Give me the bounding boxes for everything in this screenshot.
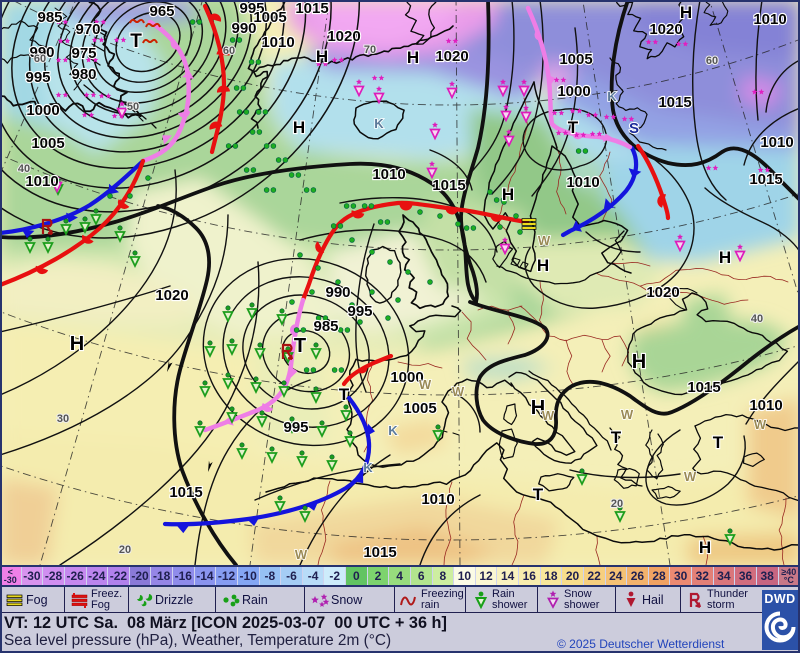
svg-text:K: K — [607, 89, 617, 104]
svg-text:W: W — [295, 547, 308, 562]
svg-text:H: H — [680, 3, 692, 22]
svg-text:1020: 1020 — [155, 287, 188, 304]
svg-text:S: S — [629, 120, 639, 137]
svg-text:980: 980 — [71, 66, 96, 83]
svg-text:1005: 1005 — [559, 51, 592, 68]
svg-text:K: K — [374, 116, 384, 131]
svg-text:1015: 1015 — [749, 171, 782, 188]
svg-text:1010: 1010 — [566, 174, 599, 191]
svg-text:T: T — [339, 385, 350, 404]
svg-text:995: 995 — [283, 419, 308, 436]
svg-text:T: T — [611, 428, 622, 447]
svg-text:20: 20 — [611, 498, 623, 510]
svg-text:1010: 1010 — [261, 34, 294, 51]
svg-text:1015: 1015 — [658, 94, 691, 111]
svg-text:60: 60 — [34, 53, 46, 65]
svg-text:H: H — [502, 185, 514, 204]
svg-text:1015: 1015 — [295, 0, 328, 17]
svg-text:H: H — [632, 351, 646, 373]
svg-text:60: 60 — [223, 45, 235, 57]
svg-text:1005: 1005 — [31, 135, 64, 152]
svg-text:1015: 1015 — [432, 177, 465, 194]
svg-text:1015: 1015 — [169, 484, 202, 501]
svg-text:975: 975 — [71, 45, 96, 62]
svg-text:1005: 1005 — [403, 400, 436, 417]
svg-text:60: 60 — [706, 55, 718, 67]
svg-text:T: T — [713, 433, 724, 452]
svg-text:1010: 1010 — [372, 166, 405, 183]
svg-text:40: 40 — [751, 313, 763, 325]
svg-text:W: W — [542, 408, 555, 423]
svg-text:50: 50 — [127, 101, 139, 113]
svg-text:1010: 1010 — [421, 491, 454, 508]
svg-text:W: W — [754, 417, 767, 432]
svg-text:1020: 1020 — [327, 28, 360, 45]
svg-text:W: W — [621, 407, 634, 422]
svg-text:H: H — [316, 47, 328, 66]
svg-text:1005: 1005 — [253, 9, 286, 26]
svg-text:1020: 1020 — [646, 284, 679, 301]
svg-text:W: W — [419, 377, 432, 392]
svg-text:40: 40 — [18, 163, 30, 175]
svg-text:W: W — [452, 384, 465, 399]
svg-text:1010: 1010 — [749, 397, 782, 414]
svg-text:70: 70 — [364, 44, 376, 56]
svg-text:H: H — [537, 256, 549, 275]
svg-text:1020: 1020 — [649, 21, 682, 38]
svg-text:1000: 1000 — [390, 369, 423, 386]
svg-text:985: 985 — [37, 9, 62, 26]
svg-text:T: T — [533, 485, 544, 504]
svg-text:W: W — [538, 233, 551, 248]
svg-text:H: H — [531, 397, 545, 419]
svg-text:995: 995 — [25, 69, 50, 86]
svg-text:1000: 1000 — [26, 102, 59, 119]
svg-text:985: 985 — [313, 318, 338, 335]
svg-text:H: H — [293, 118, 305, 137]
svg-text:T: T — [294, 335, 306, 357]
svg-text:995: 995 — [239, 0, 264, 17]
svg-text:1010: 1010 — [753, 11, 786, 28]
svg-text:H: H — [407, 48, 419, 67]
svg-text:1020: 1020 — [435, 48, 468, 65]
svg-text:K: K — [388, 423, 398, 438]
svg-text:20: 20 — [119, 544, 131, 556]
svg-text:1015: 1015 — [687, 379, 720, 396]
svg-text:1000: 1000 — [557, 83, 590, 100]
svg-text:970: 970 — [75, 21, 100, 38]
svg-text:1010: 1010 — [25, 173, 58, 190]
svg-text:T: T — [130, 31, 142, 52]
svg-text:H: H — [719, 248, 731, 267]
svg-text:995: 995 — [347, 303, 372, 320]
svg-text:965: 965 — [149, 3, 174, 20]
svg-text:H: H — [70, 333, 84, 355]
svg-text:990: 990 — [29, 44, 54, 61]
svg-text:1010: 1010 — [760, 134, 793, 151]
svg-text:1015: 1015 — [363, 544, 396, 561]
svg-text:H: H — [699, 538, 711, 557]
svg-text:990: 990 — [231, 20, 256, 37]
svg-text:K: K — [363, 460, 373, 475]
svg-text:990: 990 — [325, 284, 350, 301]
svg-text:W: W — [684, 469, 697, 484]
svg-text:30: 30 — [57, 413, 69, 425]
svg-text:T: T — [568, 118, 579, 137]
